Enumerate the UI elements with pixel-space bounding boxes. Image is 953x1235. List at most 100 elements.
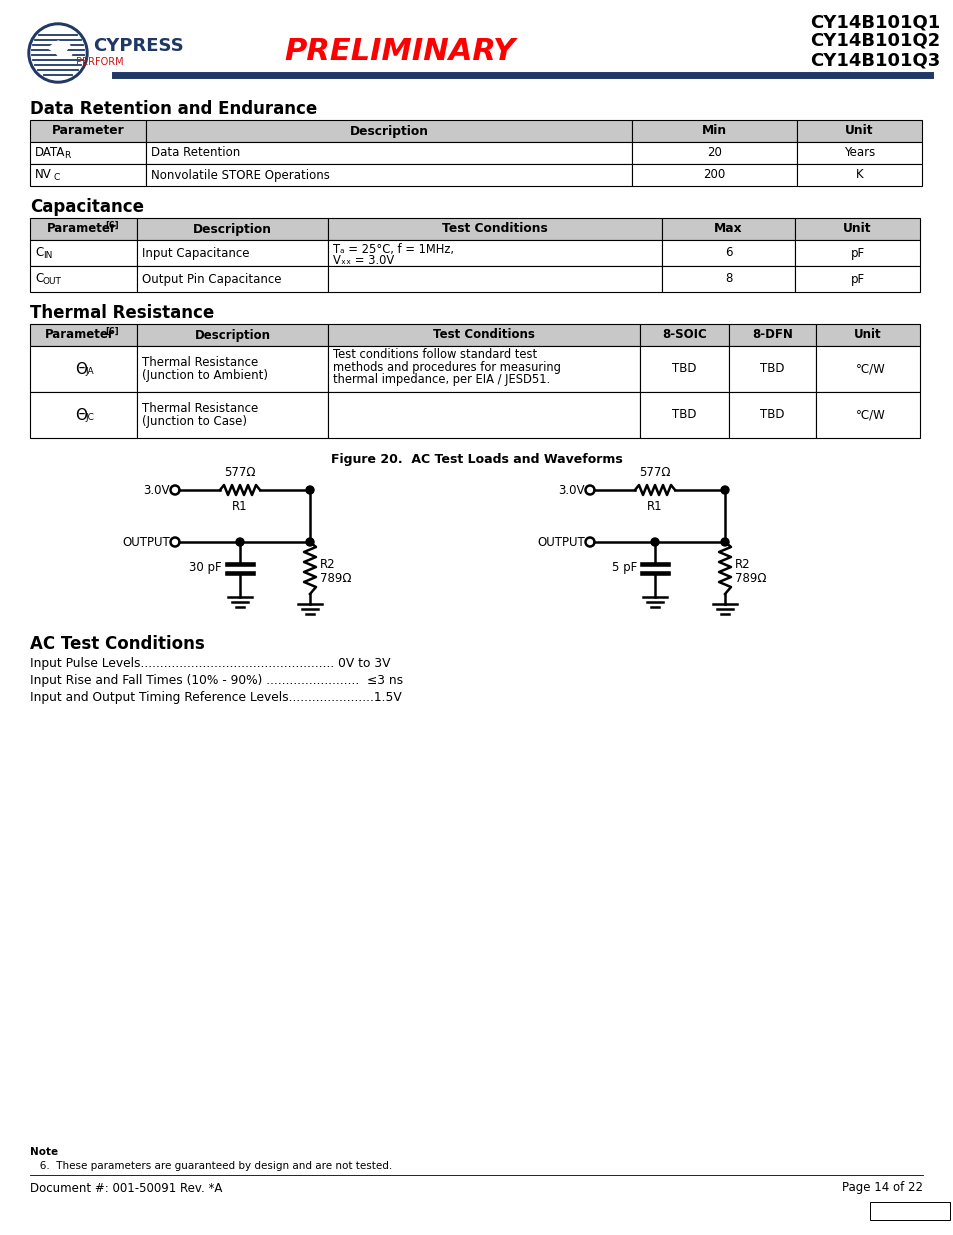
Text: Output Pin Capacitance: Output Pin Capacitance <box>142 273 281 285</box>
Bar <box>728 391 815 438</box>
Text: C: C <box>35 272 43 284</box>
Text: OUT: OUT <box>43 277 62 285</box>
Bar <box>30 391 137 438</box>
Text: Test Conditions: Test Conditions <box>433 329 535 342</box>
Circle shape <box>720 487 728 494</box>
Text: C: C <box>54 173 60 182</box>
Bar <box>137 391 328 438</box>
Bar <box>815 391 919 438</box>
Text: 3.0V: 3.0V <box>143 483 170 496</box>
Bar <box>639 346 728 391</box>
Text: IN: IN <box>43 251 52 259</box>
Circle shape <box>306 487 314 494</box>
Text: 30 pF: 30 pF <box>190 562 222 574</box>
Text: Test conditions follow standard test: Test conditions follow standard test <box>333 348 537 362</box>
Text: JC: JC <box>86 414 94 422</box>
Bar <box>146 120 631 142</box>
Text: PERFORM: PERFORM <box>76 57 124 67</box>
Text: (Junction to Case): (Junction to Case) <box>142 415 247 429</box>
Text: OUTPUT: OUTPUT <box>537 536 584 548</box>
Bar <box>30 164 146 186</box>
Text: K: K <box>855 168 862 182</box>
Circle shape <box>720 538 728 546</box>
Bar <box>146 142 631 164</box>
Text: Nonvolatile STORE Operations: Nonvolatile STORE Operations <box>151 168 330 182</box>
Text: 6.  These parameters are guaranteed by design and are not tested.: 6. These parameters are guaranteed by de… <box>30 1161 392 1171</box>
Bar <box>30 120 146 142</box>
Text: 200: 200 <box>702 168 725 182</box>
Text: Data Retention: Data Retention <box>151 147 240 159</box>
Bar <box>30 240 137 266</box>
Bar <box>631 120 796 142</box>
Text: 3.0V: 3.0V <box>558 483 584 496</box>
Text: Parameter: Parameter <box>51 125 124 137</box>
Text: thermal impedance, per EIA / JESD51.: thermal impedance, per EIA / JESD51. <box>333 373 550 385</box>
Bar <box>137 266 328 291</box>
Text: TBD: TBD <box>672 409 696 421</box>
Text: TBD: TBD <box>760 363 784 375</box>
Text: °C/W: °C/W <box>855 363 885 375</box>
Bar <box>30 346 137 391</box>
Text: Years: Years <box>843 147 874 159</box>
Text: Description: Description <box>349 125 428 137</box>
Text: Unit: Unit <box>853 329 881 342</box>
Text: JA: JA <box>86 368 94 377</box>
Text: Unit: Unit <box>844 125 873 137</box>
Text: pF: pF <box>849 247 863 259</box>
Text: [6]: [6] <box>106 221 119 230</box>
Bar <box>328 266 661 291</box>
Text: 577Ω: 577Ω <box>224 466 255 478</box>
Circle shape <box>650 538 659 546</box>
Bar <box>30 324 137 346</box>
Text: Max: Max <box>714 222 742 236</box>
Bar <box>639 391 728 438</box>
Bar <box>137 219 328 240</box>
Text: C: C <box>35 246 43 258</box>
Text: Unit: Unit <box>842 222 871 236</box>
Text: 577Ω: 577Ω <box>639 466 670 478</box>
Bar <box>728 324 815 346</box>
Text: AC Test Conditions: AC Test Conditions <box>30 635 205 653</box>
Polygon shape <box>48 41 71 58</box>
Bar <box>328 346 639 391</box>
Text: TBD: TBD <box>760 409 784 421</box>
Bar <box>631 164 796 186</box>
Text: OUTPUT: OUTPUT <box>122 536 170 548</box>
Text: Vₓₓ = 3.0V: Vₓₓ = 3.0V <box>333 254 394 268</box>
Text: R: R <box>64 151 71 159</box>
Bar <box>30 142 146 164</box>
Text: Figure 20.  AC Test Loads and Waveforms: Figure 20. AC Test Loads and Waveforms <box>331 453 622 467</box>
Bar <box>328 324 639 346</box>
Text: R2: R2 <box>734 557 750 571</box>
Bar <box>794 240 919 266</box>
Bar <box>639 324 728 346</box>
Bar <box>794 266 919 291</box>
Text: [6]: [6] <box>106 326 119 336</box>
Text: 789Ω: 789Ω <box>319 572 351 584</box>
Text: R2: R2 <box>319 557 335 571</box>
Bar <box>815 324 919 346</box>
Bar <box>30 219 137 240</box>
Text: DATA: DATA <box>35 146 66 158</box>
Text: NV: NV <box>35 168 51 180</box>
Bar <box>146 164 631 186</box>
Text: 5 pF: 5 pF <box>611 562 637 574</box>
Text: 789Ω: 789Ω <box>734 572 765 584</box>
Bar <box>796 120 921 142</box>
Circle shape <box>28 23 88 83</box>
Text: PRELIMINARY: PRELIMINARY <box>284 37 515 67</box>
Text: methods and procedures for measuring: methods and procedures for measuring <box>333 361 560 373</box>
Bar <box>869 1202 949 1220</box>
Text: Thermal Resistance: Thermal Resistance <box>142 356 258 368</box>
Text: Θ: Θ <box>75 408 88 422</box>
Bar <box>661 266 794 291</box>
Text: Input and Output Timing Reference Levels......................1.5V: Input and Output Timing Reference Levels… <box>30 692 401 704</box>
Text: Thermal Resistance: Thermal Resistance <box>142 401 258 415</box>
Text: 8-SOIC: 8-SOIC <box>661 329 706 342</box>
Bar <box>794 219 919 240</box>
Text: TBD: TBD <box>672 363 696 375</box>
Text: pF: pF <box>849 273 863 285</box>
Text: Input Rise and Fall Times (10% - 90%) ........................  ≤3 ns: Input Rise and Fall Times (10% - 90%) ..… <box>30 674 403 687</box>
Text: CY14B101Q2: CY14B101Q2 <box>809 32 939 49</box>
Text: CYPRESS: CYPRESS <box>92 37 184 56</box>
